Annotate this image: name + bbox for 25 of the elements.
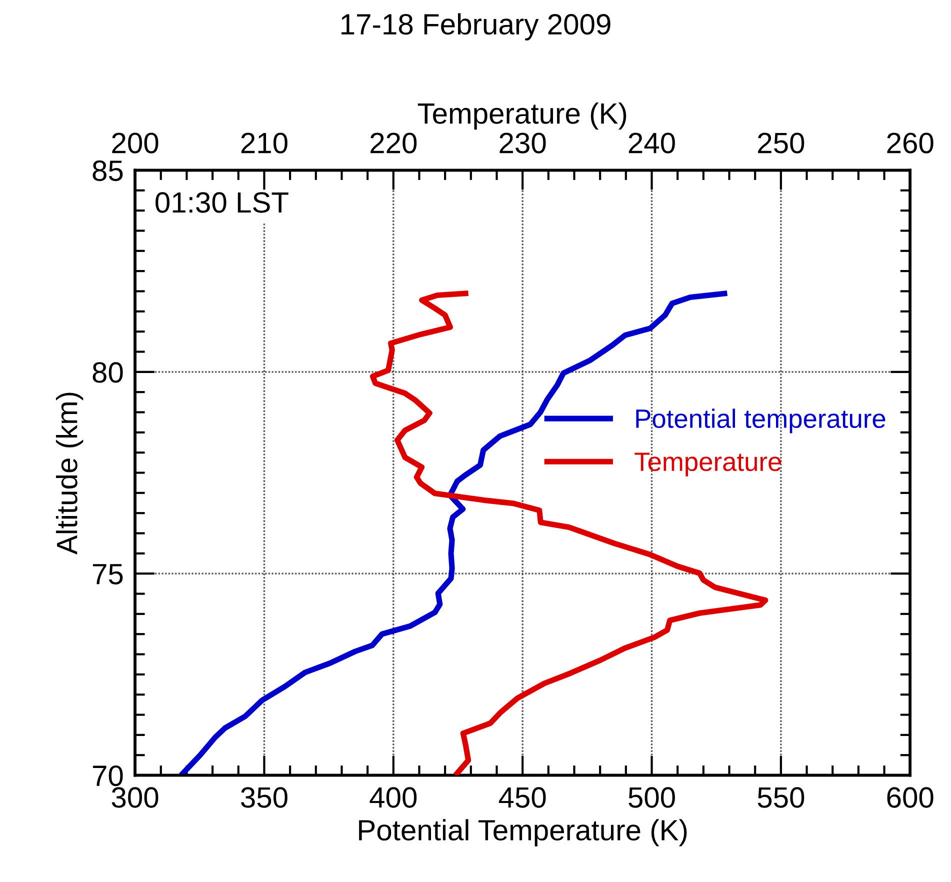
y-tick-label: 85 — [92, 160, 123, 182]
x-tick-label: 550 — [758, 787, 804, 808]
x-tick-label: 300 — [112, 787, 158, 808]
x-axis-title: Potential Temperature (K) — [359, 819, 687, 846]
chart-title: 17-18 February 2009 — [342, 13, 610, 40]
annotation: 01:30 LST — [156, 192, 288, 213]
x2-tick-label: 260 — [887, 132, 934, 154]
x-tick-label: 400 — [370, 787, 417, 808]
x-tick-label: 500 — [628, 787, 675, 808]
y-tick-label: 70 — [92, 765, 123, 786]
y-tick-label: 80 — [92, 362, 123, 383]
x-tick-label: 350 — [241, 787, 288, 808]
x2-tick-label: 240 — [628, 132, 675, 154]
x2-tick-label: 220 — [370, 132, 417, 154]
x2-axis-title: Temperature (K) — [418, 102, 626, 130]
x-tick-label: 450 — [498, 787, 546, 808]
y-tick-label: 75 — [92, 564, 123, 584]
x2-tick-label: 250 — [758, 132, 804, 154]
legend-label: Temperature — [634, 452, 782, 476]
x2-tick-label: 200 — [112, 132, 158, 154]
legend-label: Potential temperature — [636, 408, 886, 434]
y-axis-title: Altitude (km) — [56, 392, 84, 555]
x-tick-label: 600 — [887, 787, 934, 808]
x2-tick-label: 210 — [241, 132, 288, 154]
x2-tick-label: 230 — [500, 132, 546, 154]
